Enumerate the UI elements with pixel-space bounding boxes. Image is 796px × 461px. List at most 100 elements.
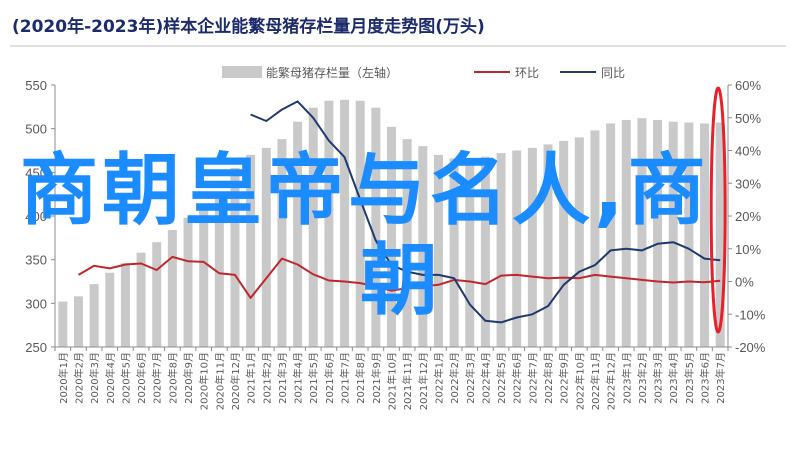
x-tick-label: 2022年2月 (448, 352, 461, 404)
legend-label-yoy: 同比 (601, 66, 625, 80)
bar-32 (543, 144, 553, 347)
overlay-text-line-1: 商朝皇帝与名人,商 (20, 146, 710, 236)
bar-2 (73, 296, 83, 347)
y-tick-label: 550 (25, 78, 47, 93)
bar-27 (465, 159, 475, 347)
y2-tick-label: 50% (735, 111, 761, 126)
legend-label-bar: 能繁母猪存栏量（左轴） (266, 65, 398, 80)
x-tick-label: 2021年10月 (386, 352, 399, 410)
bar-20 (355, 100, 365, 347)
bar-10 (199, 205, 209, 347)
y2-tick-label: -20% (735, 340, 766, 355)
bar-21 (371, 107, 381, 347)
bar-9 (183, 217, 193, 347)
x-tick-label: 2020年9月 (182, 352, 195, 404)
x-tick-label: 2022年10月 (573, 352, 586, 410)
bar-14 (261, 147, 271, 347)
x-tick-label: 2021年8月 (354, 352, 367, 404)
bar-26 (449, 158, 459, 347)
x-tick-label: 2020年1月 (57, 352, 70, 404)
x-tick-label: 2020年7月 (151, 352, 164, 404)
bar-4 (105, 272, 115, 347)
bar-7 (152, 242, 162, 347)
bar-37 (621, 119, 631, 347)
bar-42 (700, 123, 710, 347)
x-tick-label: 2023年4月 (667, 352, 680, 404)
bar-16 (293, 121, 303, 348)
x-tick-label: 2021年3月 (276, 352, 289, 404)
x-tick-label: 2023年1月 (620, 352, 633, 404)
bar-8 (167, 229, 177, 347)
bar-25 (433, 154, 443, 347)
bar-34 (574, 137, 584, 347)
bar-22 (387, 126, 396, 347)
bar-30 (512, 150, 522, 347)
bar-18 (324, 100, 334, 347)
x-tick-label: 2020年2月 (72, 352, 85, 404)
y-tick-label: 300 (25, 296, 47, 311)
x-tick-label: 2021年9月 (370, 352, 383, 404)
x-tick-label: 2022年8月 (542, 352, 555, 404)
x-tick-label: 2022年6月 (511, 352, 524, 404)
bar-24 (418, 146, 428, 347)
x-tick-label: 2023年2月 (636, 352, 649, 404)
bar-1 (58, 301, 68, 347)
y2-tick-label: 20% (735, 209, 761, 224)
legend-label-mom: 环比 (515, 66, 539, 80)
x-tick-label: 2022年5月 (495, 352, 508, 404)
bar-28 (480, 156, 490, 347)
bar-17 (308, 107, 318, 347)
y-tick-label: 450 (25, 165, 47, 180)
bar-12 (230, 167, 240, 347)
x-tick-label: 2022年9月 (558, 352, 571, 404)
line-series-mom (77, 255, 721, 299)
x-tick-label: 2020年8月 (166, 352, 179, 404)
x-tick-label: 2021年5月 (307, 352, 320, 404)
x-tick-label: 2020年4月 (104, 352, 117, 404)
x-tick-label: 2022年12月 (605, 352, 618, 410)
x-tick-label: 2020年6月 (135, 352, 148, 404)
x-tick-label: 2020年3月 (88, 352, 101, 404)
bar-31 (527, 147, 537, 347)
bar-19 (340, 99, 350, 347)
y2-tick-label: 60% (735, 78, 761, 93)
x-tick-label: 2023年7月 (714, 352, 727, 404)
highlight-ellipse (709, 86, 727, 334)
legend: 能繁母猪存栏量（左轴） 环比 同比 (222, 65, 625, 80)
x-tick-label: 2020年12月 (229, 352, 242, 410)
legend-swatch-bar (222, 66, 262, 78)
overlay-text-line-2: 朝 (360, 236, 439, 326)
x-tick-label: 2021年12月 (417, 352, 430, 410)
bar-41 (684, 122, 694, 347)
y2-tick-label: -10% (735, 307, 766, 322)
y-tick-label: 400 (25, 209, 47, 224)
bar-23 (402, 139, 412, 347)
bar-6 (136, 252, 146, 347)
bar-39 (653, 119, 663, 347)
x-tick-label: 2022年11月 (589, 352, 602, 410)
y2-tick-label: 40% (735, 144, 761, 159)
bar-35 (590, 130, 600, 347)
x-tick-label: 2021年1月 (245, 352, 258, 404)
x-tick-label: 2021年2月 (260, 352, 273, 404)
bar-11 (214, 194, 224, 347)
bar-29 (496, 153, 506, 347)
y-tick-label: 500 (25, 122, 47, 137)
bar-43 (715, 122, 725, 347)
bar-40 (668, 121, 678, 348)
y2-tick-label: 30% (735, 176, 761, 191)
x-tick-label: 2022年4月 (479, 352, 492, 404)
bar-series (58, 99, 725, 348)
x-tick-label: 2020年5月 (119, 352, 132, 404)
bar-36 (606, 123, 616, 347)
y-axis-left-ticks: 250 300 350 400 450 500 550 (25, 78, 55, 355)
y2-tick-label: 0% (735, 275, 754, 290)
chart-title: (2020年-2023年)样本企业能繁母猪存栏量月度走势图(万头) (12, 16, 485, 37)
x-tick-label: 2022年7月 (526, 352, 539, 404)
x-tick-label: 2022年3月 (464, 352, 477, 404)
x-tick-label: 2021年7月 (339, 352, 352, 404)
bar-3 (89, 284, 99, 347)
x-tick-label: 2021年11月 (401, 352, 414, 410)
x-tick-label: 2023年6月 (699, 352, 712, 404)
